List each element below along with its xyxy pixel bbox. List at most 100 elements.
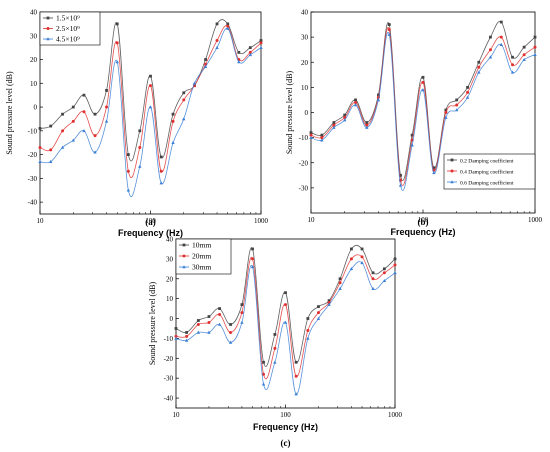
data-point [499, 42, 503, 46]
data-point [251, 257, 255, 261]
data-point [421, 75, 425, 79]
data-point [371, 271, 375, 275]
data-point [126, 188, 131, 192]
x-tick-label: 100 [280, 411, 291, 419]
data-point [393, 263, 397, 267]
data-point [184, 338, 189, 342]
data-point [61, 112, 64, 116]
data-point [393, 271, 397, 275]
data-point [294, 392, 298, 396]
chart-panel-2: -30 -20 -10 0 10 20 30 40 10 100 1000 Frequency (Hz… [285, 9, 543, 238]
data-point [149, 74, 152, 78]
data-point [71, 105, 75, 109]
legend-label: 20mm [192, 252, 211, 261]
y-tick-label: 40 [166, 236, 174, 244]
data-point [382, 267, 386, 271]
data-point [320, 138, 324, 142]
data-point [455, 98, 459, 102]
data-point [410, 143, 414, 147]
data-point [349, 257, 353, 261]
data-point [338, 277, 342, 281]
data-point [488, 55, 493, 59]
y-tick-label: -30 [164, 375, 174, 383]
data-point [365, 125, 369, 129]
x-tick-label: 10 [308, 216, 316, 224]
data-point [240, 303, 244, 307]
data-point [248, 46, 252, 50]
data-point [306, 317, 310, 320]
data-point [215, 45, 219, 49]
data-point [207, 321, 211, 325]
data-point [455, 108, 459, 112]
data-point [38, 145, 42, 149]
series-line-3 [39, 28, 262, 197]
data-point [259, 41, 263, 45]
data-point [320, 133, 324, 137]
y-tick-label: -10 [164, 335, 174, 343]
data-point [327, 299, 331, 303]
data-point [522, 45, 526, 49]
legend-marker [46, 16, 50, 20]
legend-label: 30mm [192, 263, 211, 272]
data-point [522, 53, 526, 57]
data-point [207, 330, 211, 334]
data-point [185, 334, 189, 338]
data-point [240, 311, 244, 315]
data-point [262, 360, 265, 364]
data-point [488, 48, 492, 52]
data-point [71, 138, 75, 142]
chart-panel-1: -40 -30 -20 -10 0 10 20 30 40 10 100 1000 Frequency … [5, 9, 269, 239]
legend: 10mm 20mm 30mm [175, 238, 232, 275]
y-tick-label: 0 [170, 315, 174, 323]
x-axis-label: Frequency (Hz) [390, 227, 455, 237]
data-point [382, 278, 387, 283]
legend-label: 4.5×10⁹ [56, 35, 80, 44]
data-point [203, 64, 208, 68]
data-point [159, 155, 163, 159]
data-point [126, 169, 130, 173]
data-point [273, 333, 277, 336]
data-point [182, 98, 186, 102]
y-tick-label: 40 [30, 9, 38, 17]
x-axis-label: Frequency (Hz) [253, 422, 318, 432]
data-point [499, 35, 503, 39]
data-point [105, 89, 108, 92]
data-point [466, 85, 469, 89]
data-point [360, 255, 364, 259]
data-point [82, 129, 86, 133]
data-point [215, 22, 219, 26]
y-tick-label: 0 [305, 109, 309, 117]
data-point [196, 330, 201, 334]
data-point [71, 119, 75, 123]
y-axis-label: Sound pressure level (dB) [285, 71, 294, 155]
y-tick-label: 10 [166, 295, 174, 303]
data-point [218, 313, 222, 317]
data-point [284, 303, 287, 307]
data-point [259, 45, 263, 49]
data-point [192, 81, 197, 85]
data-point [171, 112, 175, 116]
data-point [338, 281, 342, 285]
data-point [237, 60, 241, 64]
data-point [477, 60, 481, 64]
data-point [354, 98, 357, 102]
data-point [316, 316, 321, 320]
data-point [360, 247, 364, 251]
data-point [360, 261, 364, 265]
data-point [294, 360, 298, 364]
legend-box [443, 153, 536, 190]
panel-caption: (b) [418, 217, 429, 227]
legend-label: 2.5×10⁹ [56, 24, 80, 33]
y-tick-label: 20 [166, 275, 174, 283]
data-point [171, 119, 175, 123]
chart-panel-3: -40 -30 -20 -10 0 10 20 30 40 10 100 1000 Frequency … [148, 236, 403, 449]
legend-marker [182, 254, 186, 258]
data-point [250, 265, 255, 269]
data-point [218, 307, 221, 310]
data-point [444, 111, 448, 114]
data-point [320, 136, 324, 140]
data-point [149, 84, 152, 88]
data-point [251, 247, 254, 251]
data-point [533, 45, 537, 49]
data-point [174, 336, 178, 340]
